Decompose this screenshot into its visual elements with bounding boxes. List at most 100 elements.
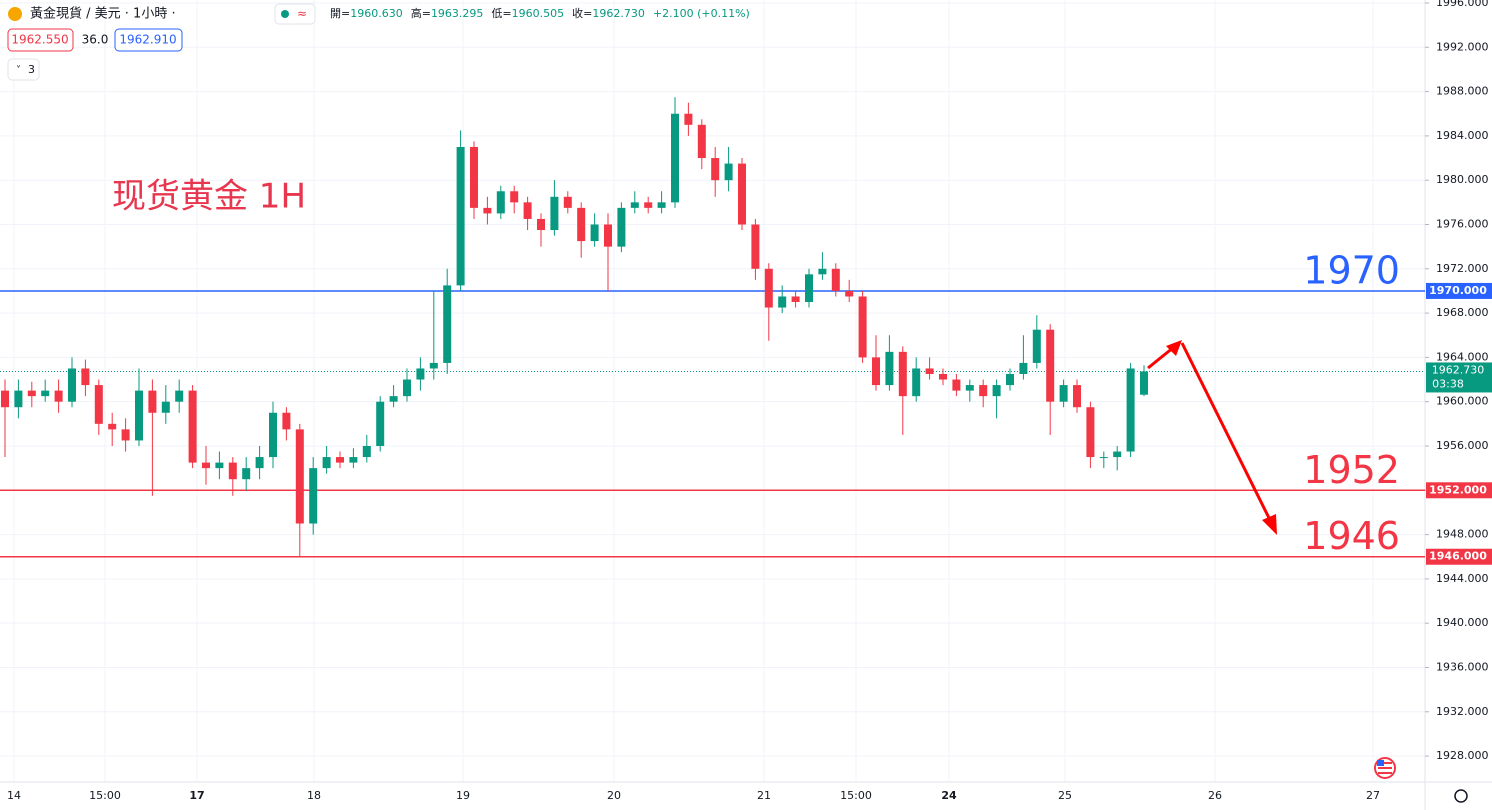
candle-body: [845, 290, 854, 297]
candle-body: [1032, 329, 1041, 363]
candle-body: [979, 385, 988, 397]
bid-box[interactable]: [7, 28, 74, 52]
candle-body: [269, 412, 277, 458]
ohlc-label: 開=: [330, 7, 350, 20]
candle-body: [1046, 329, 1055, 402]
x-tick-label: 26: [1208, 789, 1222, 802]
ohlc-item: 開=1960.630: [330, 7, 403, 20]
candle-body: [898, 351, 907, 397]
candle-body: [872, 357, 880, 386]
ohlc-item: 低=1960.505: [491, 7, 564, 20]
candle-body: [1140, 371, 1148, 395]
candle-body: [577, 207, 586, 242]
x-tick-label: 24: [941, 789, 957, 802]
y-tick-label: 1940.000: [1436, 616, 1489, 629]
candle-body: [939, 374, 947, 380]
candle-body: [349, 457, 358, 463]
candle-body: [295, 429, 304, 524]
settings-icon[interactable]: [1454, 789, 1468, 803]
x-tick-label: 25: [1058, 789, 1072, 802]
countdown: 03:38: [1432, 377, 1464, 390]
candle-body: [1073, 385, 1081, 408]
ohlc-value: 1960.505: [512, 7, 565, 20]
candle-body: [671, 113, 679, 203]
ohlc-label: 收=: [572, 6, 592, 20]
y-tick-label: 1960.000: [1436, 395, 1489, 408]
chevron: ˅: [16, 64, 21, 76]
level-tag-box: [1426, 548, 1492, 565]
candle-body: [1, 390, 9, 408]
candle-body: [992, 385, 1001, 397]
candle-body: [362, 445, 371, 458]
x-tick-label: 17: [189, 789, 204, 802]
candle-body: [1019, 362, 1028, 374]
candle-body: [764, 268, 773, 308]
y-tick-label: 1972.000: [1436, 262, 1489, 275]
candle-body: [242, 468, 251, 480]
candle-body: [697, 124, 706, 159]
x-tick-label: 21: [757, 789, 771, 802]
level-tag: 1952.000: [1429, 483, 1487, 496]
y-tick-label: 1992.000: [1436, 40, 1489, 53]
header: 黃金現貨 / 美元 · 1小時 · ≈ 開=1960.630 高=1963.295…: [7, 3, 750, 81]
candle-body: [41, 390, 50, 397]
ohlc-label: 低=: [491, 7, 511, 20]
x-tick-label: 19: [456, 789, 470, 802]
ask: 1962.910: [119, 33, 176, 47]
candle-body: [724, 163, 733, 181]
candle-body: [831, 268, 840, 291]
candle-body: [255, 457, 264, 469]
y-tick-label: 1988.000: [1436, 85, 1489, 98]
x-tick-label: 20: [607, 789, 621, 802]
candle-body: [965, 385, 974, 391]
candle-body: [309, 468, 318, 524]
x-tick-label: 18: [307, 789, 321, 802]
y-tick-label: 1964.000: [1436, 350, 1489, 363]
ask-box[interactable]: [114, 28, 183, 52]
candle-body: [858, 296, 867, 358]
candle-body: [108, 423, 117, 430]
candle-body: [322, 457, 331, 469]
candle-body: [523, 202, 532, 219]
candle-body: [14, 390, 23, 408]
candle-body: [54, 390, 63, 402]
status-badge[interactable]: [274, 3, 316, 25]
candle-body: [791, 296, 800, 303]
candle-body: [1086, 407, 1095, 458]
y-tick-label: 1936.000: [1436, 660, 1489, 673]
indicator-toggle[interactable]: [7, 58, 40, 81]
candle-body: [1059, 385, 1068, 402]
candle-body: [416, 368, 425, 380]
flag-icon[interactable]: [1374, 757, 1396, 779]
candle-body: [456, 146, 465, 286]
level-tag-box: [1426, 482, 1492, 499]
candle-body: [1006, 374, 1014, 386]
candle-body: [805, 274, 813, 303]
ohlc-label: 高=: [411, 6, 431, 20]
candle-body: [94, 385, 103, 424]
candle-body: [27, 390, 36, 397]
candle-body: [148, 390, 157, 413]
candle-body: [684, 113, 693, 125]
candle-body: [336, 457, 344, 463]
last-price-tag: 1962.730: [1432, 363, 1485, 376]
candle-body: [175, 390, 184, 402]
x-tick-label: 15:00: [840, 789, 872, 802]
candle-body: [818, 268, 827, 275]
y-tick-label: 1932.000: [1436, 705, 1489, 718]
candle-body: [537, 218, 545, 231]
last-price-box: [1426, 362, 1492, 393]
candle-body: [738, 163, 746, 225]
symbol[interactable]: 黃金現貨 / 美元 · 1小時 ·: [30, 6, 176, 22]
candle-body: [389, 396, 398, 402]
level-label: 1952: [1303, 448, 1400, 492]
spread: 36.0: [82, 33, 109, 47]
y-tick-label: 1976.000: [1436, 217, 1489, 230]
y-tick-label: 1956.000: [1436, 439, 1489, 452]
candle-body: [1099, 457, 1108, 459]
level-tag-box: [1426, 282, 1492, 299]
y-tick-label: 1996.000: [1436, 0, 1489, 9]
candle-body: [510, 191, 519, 203]
